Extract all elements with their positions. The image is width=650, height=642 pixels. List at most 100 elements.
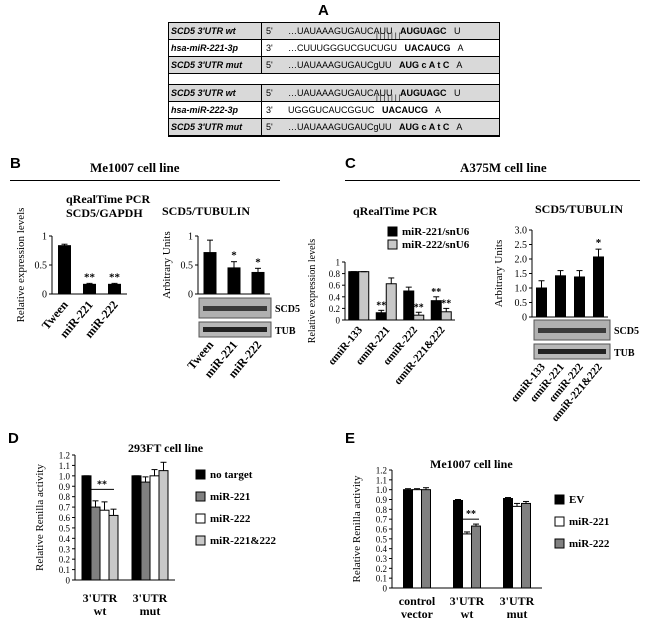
bar: [203, 252, 217, 295]
bar: [108, 283, 121, 295]
x-category-label: 3'UTR: [500, 594, 535, 608]
base-pair-bars: | | | | | | |: [376, 95, 401, 102]
alignment-row: hsa-miR-222-3p 3' UGGGUCAUCGGUC UACAUCG A |…: [169, 95, 499, 119]
alignment-row-label: hsa-miR-221-3p: [169, 40, 262, 56]
blot-label-tub: TUB: [614, 348, 635, 359]
blot-label-scd5: SCD5: [275, 304, 300, 315]
sequence-text: …UAUAAAGUGAUCgUU AUG c A t C A: [284, 122, 499, 132]
y-tick-label: 0.3: [59, 544, 71, 554]
chart-title: qRealTime PCR: [66, 192, 150, 206]
y-axis-label: Relative expression levels: [307, 239, 318, 344]
bar: [421, 489, 431, 589]
panel-a-letter: A: [318, 2, 329, 19]
sequence-text: …CUUUGGGUCGUCUGU UACAUCG A: [284, 43, 499, 53]
alignment-gap: [169, 74, 499, 85]
y-tick-label: 1.0: [515, 284, 528, 295]
bar: [555, 275, 566, 318]
legend-swatch: [195, 535, 206, 546]
panel-b-rule: [10, 180, 280, 181]
significance-mark: **: [466, 509, 476, 520]
y-tick-label: 1.1: [376, 475, 387, 485]
y-tick-label: 3.0: [515, 226, 528, 237]
strand-end-label: 5': [266, 60, 273, 70]
bar: [227, 267, 241, 295]
seed-region: AUG c A t C: [399, 122, 450, 132]
y-tick-label: 1: [42, 232, 47, 243]
x-category-label: 3'UTR: [450, 594, 485, 608]
sequence-suffix: A: [449, 122, 463, 132]
legend-swatch: [387, 239, 398, 250]
panel-b-letter: B: [10, 155, 21, 172]
x-category-label: 3'UTR: [83, 591, 118, 605]
y-tick-label: 0.5: [59, 523, 71, 533]
strand-end-label: 5': [266, 26, 273, 36]
bar: [440, 311, 452, 321]
seed-region: AUGUAGC: [400, 88, 447, 98]
y-tick-label: 0: [383, 584, 388, 594]
y-tick-label: 0.2: [59, 555, 70, 565]
chart-title: qRealTime PCR: [353, 204, 437, 218]
bar: [90, 506, 101, 581]
y-tick-label: 1.0: [59, 471, 71, 481]
strand-end-label: 5': [266, 88, 273, 98]
sequence-prefix: …CUUUGGGUCGUCUGU: [288, 43, 405, 53]
bar: [403, 290, 415, 321]
alignment-row: SCD5 3'UTR mut 5' …UAUAAAGUGAUCgUU AUG c A…: [169, 57, 499, 74]
x-category-label: mut: [507, 607, 528, 621]
bar: [462, 533, 472, 589]
y-tick-label: 1.5: [515, 269, 528, 280]
bar: [412, 489, 422, 589]
y-tick-label: 1.0: [376, 485, 388, 495]
y-tick-label: 0.8: [329, 269, 341, 279]
seed-region: AUG c A t C: [399, 60, 450, 70]
bar: [348, 271, 360, 321]
legend-label: EV: [569, 494, 584, 506]
significance-mark: **: [84, 271, 96, 283]
alignment-row-label: hsa-miR-222-3p: [169, 102, 262, 118]
chart-title: 293FT cell line: [128, 441, 204, 455]
y-tick-label: 0: [188, 290, 193, 301]
seed-region: UACAUCG: [382, 105, 429, 115]
sequence-prefix: …UAUAAAGUGAUCAUU: [288, 88, 401, 98]
legend-label: miR-222: [210, 513, 251, 525]
legend-label: no target: [210, 469, 253, 481]
y-tick-label: 0.6: [59, 513, 71, 523]
x-category-label: αmiR-221&222: [392, 324, 448, 387]
alignment-row-label: SCD5 3'UTR wt: [169, 23, 262, 39]
panel-c-letter: C: [345, 155, 356, 172]
significance-mark: **: [376, 300, 386, 311]
bar: [512, 505, 522, 589]
x-category-label: 3'UTR: [133, 591, 168, 605]
bar: [471, 525, 481, 589]
significance-mark: *: [596, 237, 602, 249]
seed-region: UACAUCG: [404, 43, 451, 53]
seed-region: AUGUAGC: [400, 26, 447, 36]
bar: [536, 287, 547, 318]
y-axis-label: Arbitrary Units: [493, 240, 505, 308]
significance-mark: *: [255, 256, 261, 268]
sequence-prefix: UGGGUCAUCGGUC: [288, 105, 383, 115]
legend-swatch: [387, 226, 398, 237]
chart-title: SCD5/GAPDH: [66, 206, 143, 220]
bar: [521, 502, 531, 589]
y-tick-label: 0.2: [329, 304, 340, 314]
y-tick-label: 0: [66, 576, 71, 586]
panel-e-letter: E: [345, 430, 356, 447]
sequence-prefix: …UAUAAAGUGAUCgUU: [288, 122, 400, 132]
bar: [58, 245, 71, 295]
bar: [131, 475, 142, 581]
blot-tub-band: [538, 349, 606, 354]
y-axis-label: Relative Renilla activity: [351, 475, 363, 582]
y-axis-label: Relative Renilla activity: [34, 464, 46, 571]
y-axis-label: Relative expression levels: [15, 208, 27, 323]
y-tick-label: 0.3: [376, 554, 388, 564]
bar: [108, 514, 119, 581]
significance-mark: **: [414, 302, 424, 313]
significance-mark: **: [109, 271, 121, 283]
significance-mark: *: [231, 250, 237, 262]
alignment-row-label: SCD5 3'UTR wt: [169, 85, 262, 101]
alignment-row: SCD5 3'UTR wt 5' …UAUAAAGUGAUCAUU AUGUAGC …: [169, 85, 499, 102]
significance-mark: **: [97, 479, 107, 490]
strand-end-label: 5': [266, 122, 273, 132]
